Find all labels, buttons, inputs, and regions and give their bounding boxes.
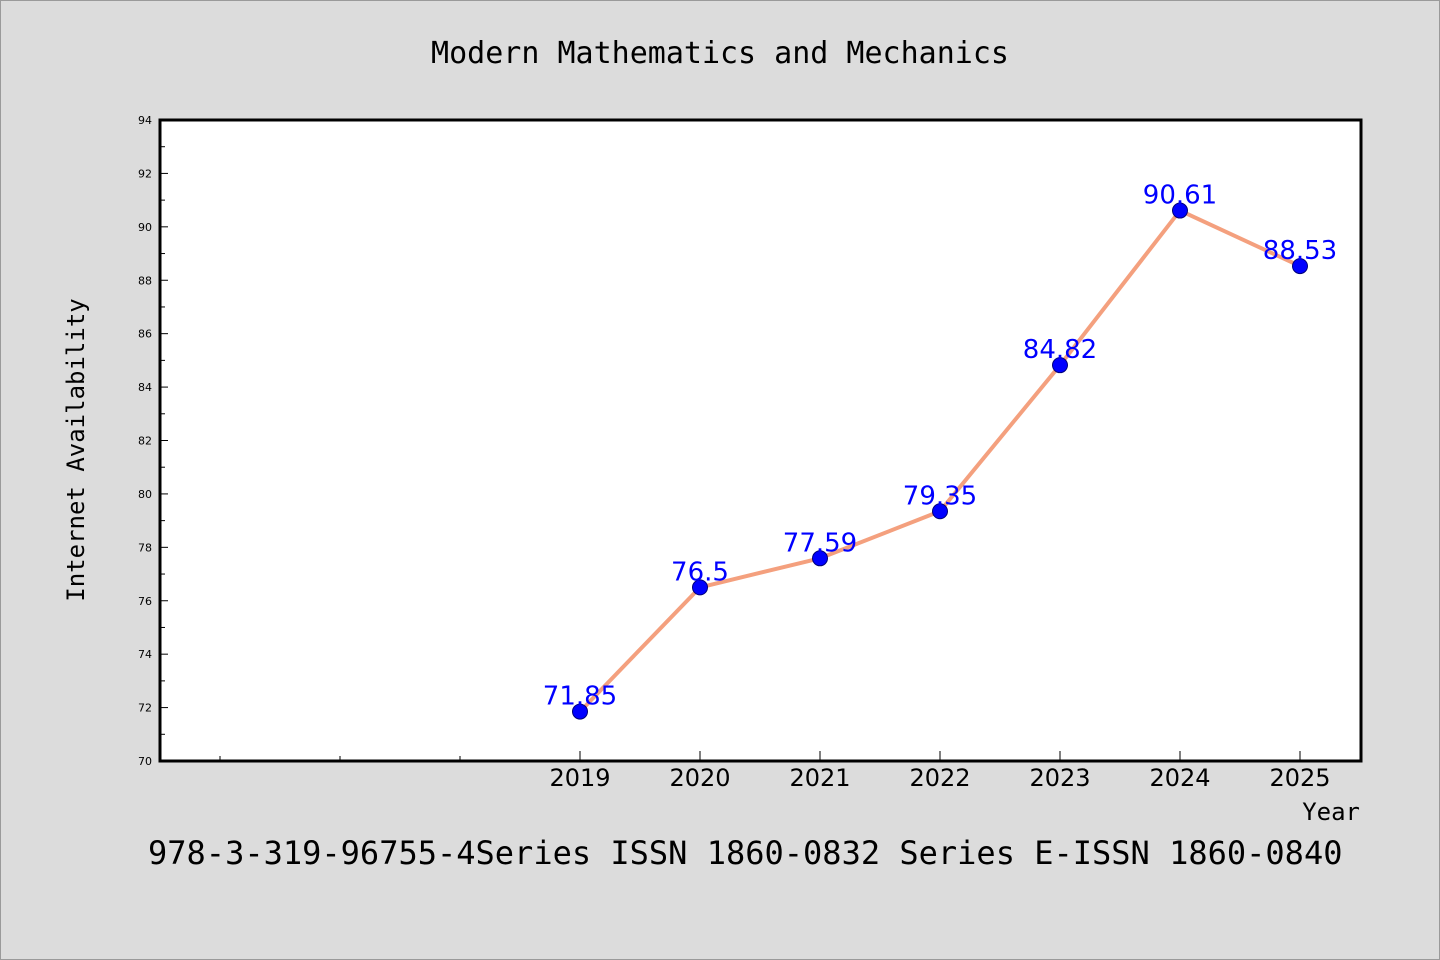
y-tick-label: 72 <box>138 702 152 715</box>
x-tick-label: 2022 <box>909 764 970 792</box>
chart-title: Modern Mathematics and Mechanics <box>431 36 1009 71</box>
y-tick-label: 84 <box>138 381 152 394</box>
y-axis-label: Internet Availability <box>62 298 90 601</box>
data-point <box>572 703 588 720</box>
data-label: 90.61 <box>1143 181 1217 211</box>
data-point <box>1172 202 1188 219</box>
x-tick-label: 2021 <box>789 764 850 792</box>
data-point <box>1292 258 1308 275</box>
data-label: 77.59 <box>783 528 857 558</box>
x-tick-label: 2024 <box>1149 764 1210 792</box>
y-tick-label: 80 <box>138 488 152 501</box>
y-tick-label: 92 <box>138 167 152 180</box>
data-point <box>692 579 708 596</box>
y-tick-label: 90 <box>138 221 152 234</box>
data-label: 76.5 <box>671 557 729 587</box>
y-tick-label: 70 <box>138 755 152 768</box>
x-tick-label: 2019 <box>549 764 610 792</box>
data-point <box>932 503 948 520</box>
plot-area <box>158 118 1363 763</box>
y-axis: 70 72 74 76 78 80 82 84 86 88 90 92 94 <box>138 114 168 768</box>
data-label: 88.53 <box>1263 236 1337 266</box>
series-group: 71.85 76.5 77.59 79.35 84.82 90.61 88.53 <box>543 181 1337 720</box>
data-label: 71.85 <box>543 682 617 712</box>
x-tick-label: 2023 <box>1029 764 1090 792</box>
caption-text: 978-3-319-96755-4Series ISSN 1860-0832 S… <box>148 834 1342 872</box>
y-tick-label: 76 <box>138 595 152 608</box>
x-axis: 2019 2020 2021 2022 2023 2024 2025 <box>219 751 1331 792</box>
y-tick-label: 82 <box>138 435 152 448</box>
data-label: 79.35 <box>903 481 977 511</box>
x-tick-label: 2020 <box>669 764 730 792</box>
x-tick-label: 2025 <box>1269 764 1330 792</box>
x-axis-label: Year <box>1302 798 1360 826</box>
y-tick-label: 94 <box>138 114 152 127</box>
data-label: 84.82 <box>1023 335 1097 365</box>
y-tick-label: 88 <box>138 274 152 287</box>
data-point <box>1052 357 1068 374</box>
y-tick-label: 86 <box>138 328 152 341</box>
data-point <box>812 550 828 567</box>
y-tick-label: 74 <box>138 648 152 661</box>
y-tick-label: 78 <box>138 541 152 554</box>
